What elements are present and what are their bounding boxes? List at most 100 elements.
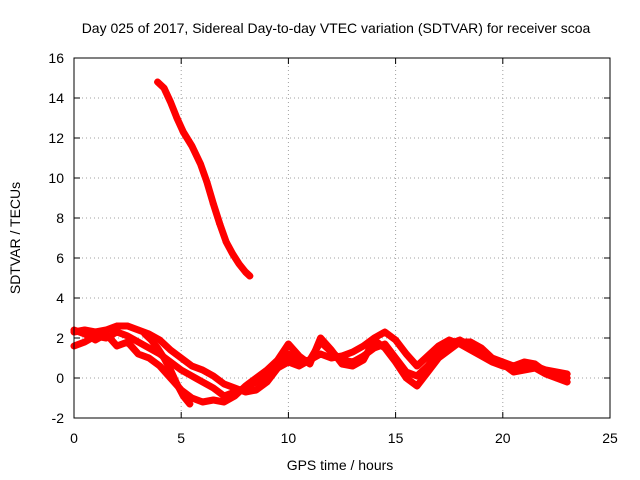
data-point [160, 354, 168, 362]
data-point [216, 220, 224, 228]
data-point [402, 350, 410, 358]
x-tick-label: 25 [602, 430, 618, 446]
data-point [445, 346, 453, 354]
y-tick-label: 6 [56, 250, 64, 266]
series-steep-track [154, 78, 254, 280]
data-point [229, 250, 237, 258]
data-point [179, 392, 187, 400]
data-point [242, 268, 250, 276]
data-point [81, 338, 89, 346]
y-tick-label: 16 [48, 50, 64, 66]
data-point [209, 200, 217, 208]
data-point [242, 382, 250, 390]
data-point [263, 366, 271, 374]
data-point [424, 352, 432, 360]
data-point [141, 330, 149, 338]
data-point [113, 342, 121, 350]
data-point [199, 366, 207, 374]
data-point [317, 334, 325, 342]
data-point [392, 336, 400, 344]
data-point [222, 238, 230, 246]
data-point [477, 344, 485, 352]
y-tick-label: 2 [56, 330, 64, 346]
y-tick-label: 4 [56, 290, 64, 306]
grid [74, 58, 610, 418]
data-point [209, 396, 217, 404]
data-point [381, 344, 389, 352]
data-point [196, 160, 204, 168]
data-point [179, 128, 187, 136]
data-point [349, 362, 357, 370]
y-tick-label: 8 [56, 210, 64, 226]
x-tick-label: 20 [495, 430, 511, 446]
data-point [188, 372, 196, 380]
data-point [274, 356, 282, 364]
data-point [488, 354, 496, 362]
data-point [81, 330, 89, 338]
data-point [154, 78, 162, 86]
data-point [263, 378, 271, 386]
data-point [160, 84, 168, 92]
data-point [520, 358, 528, 366]
data-point [306, 360, 314, 368]
data-point [284, 340, 292, 348]
data-point [317, 350, 325, 358]
data-point [295, 362, 303, 370]
data-point [381, 328, 389, 336]
data-point [510, 362, 518, 370]
data-point [173, 114, 181, 122]
data-point [134, 338, 142, 346]
data-point [134, 326, 142, 334]
x-tick-label: 10 [281, 430, 297, 446]
data-point [113, 322, 121, 330]
data-point [203, 178, 211, 186]
data-point [284, 358, 292, 366]
data-point [235, 260, 243, 268]
data-point [199, 398, 207, 406]
data-point [349, 348, 357, 356]
data-point [510, 368, 518, 376]
data-point [552, 372, 560, 380]
data-point [124, 332, 132, 340]
data-point [392, 358, 400, 366]
y-tick-label: 14 [48, 90, 64, 106]
data-point [177, 354, 185, 362]
x-tick-label: 5 [177, 430, 185, 446]
data-point [188, 362, 196, 370]
plot-area [70, 78, 571, 408]
data-point [209, 372, 217, 380]
data-point [231, 392, 239, 400]
data-point [91, 336, 99, 344]
data-point [199, 378, 207, 386]
data-point [113, 328, 121, 336]
data-point [338, 360, 346, 368]
chart-title: Day 025 of 2017, Sidereal Day-to-day VTE… [82, 20, 591, 36]
data-point [402, 374, 410, 382]
data-point [531, 360, 539, 368]
data-point [284, 350, 292, 358]
data-point [188, 394, 196, 402]
data-point [252, 386, 260, 394]
data-point [359, 342, 367, 350]
data-point [424, 368, 432, 376]
data-point [467, 338, 475, 346]
data-point [209, 384, 217, 392]
y-tick-label: -2 [52, 410, 65, 426]
data-point [134, 350, 142, 358]
axes: 0 5 10 15 20 25 -2 0 2 4 6 8 10 12 14 16 [48, 50, 618, 446]
data-point [166, 366, 174, 374]
data-point [220, 380, 228, 388]
data-point [156, 336, 164, 344]
y-tick-label: 12 [48, 130, 64, 146]
data-point [370, 336, 378, 344]
data-point [147, 336, 155, 344]
data-point [173, 380, 181, 388]
data-point [145, 344, 153, 352]
data-point [499, 358, 507, 366]
y-tick-label: 0 [56, 370, 64, 386]
data-point [327, 346, 335, 354]
data-point [252, 374, 260, 382]
data-point [413, 382, 421, 390]
y-tick-label: 10 [48, 170, 64, 186]
data-point [413, 372, 421, 380]
